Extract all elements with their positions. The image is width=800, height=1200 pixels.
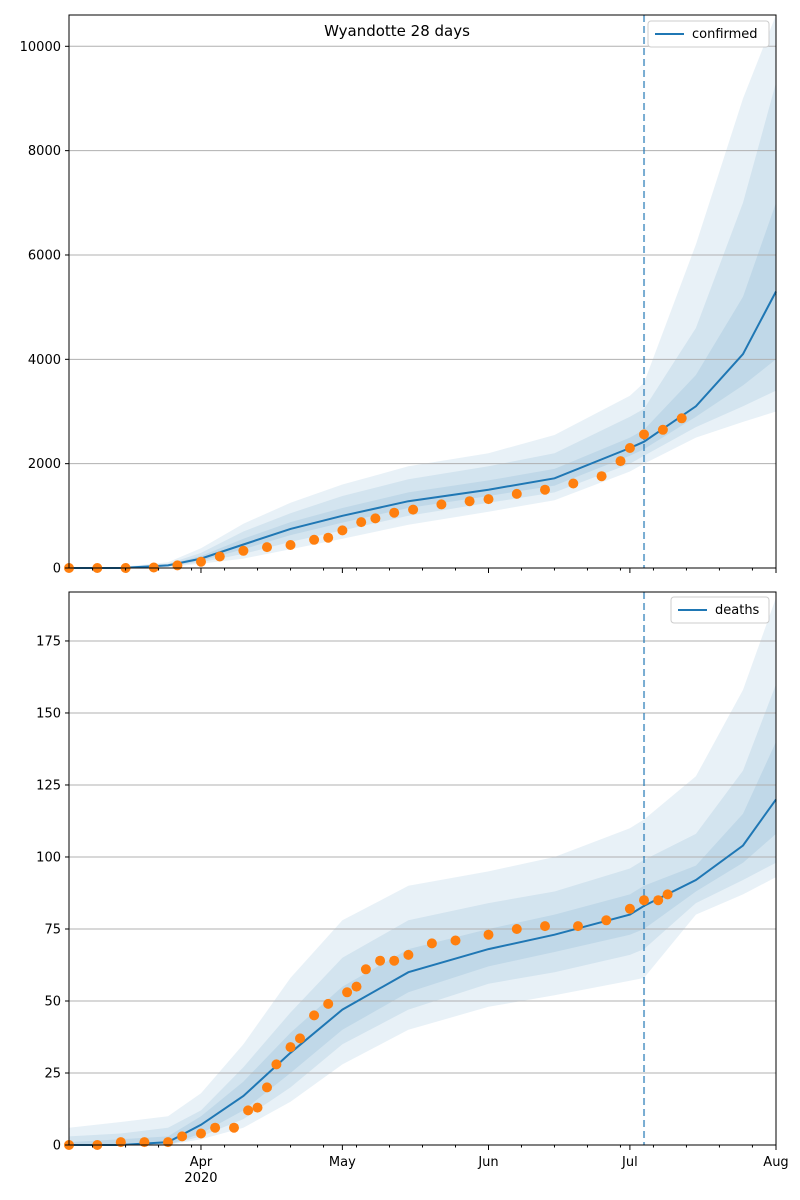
legend-box bbox=[670, 596, 770, 624]
y-tick-label: 150 bbox=[36, 706, 61, 721]
observed-point bbox=[360, 964, 371, 975]
observed-point bbox=[370, 513, 381, 524]
observed-point bbox=[676, 413, 687, 424]
deaths-legend: deaths bbox=[670, 596, 770, 624]
uncertainty-band-0 bbox=[69, 15, 776, 568]
observed-point bbox=[624, 903, 635, 914]
x-year-label: 2020 bbox=[184, 1171, 217, 1186]
observed-point bbox=[483, 929, 494, 940]
legend-label: confirmed bbox=[692, 27, 758, 42]
uncertainty-band-1 bbox=[69, 82, 776, 569]
y-tick-label: 175 bbox=[36, 634, 61, 649]
confirmed-panel: 0 2000 4000 6000 8000 10000 Wyandotte 28 days… bbox=[20, 14, 777, 577]
observed-point bbox=[639, 429, 649, 440]
deaths-gridlines bbox=[69, 640, 776, 1074]
observed-point bbox=[196, 1128, 206, 1139]
observed-point bbox=[337, 525, 348, 536]
observed-point bbox=[573, 921, 583, 932]
observed-point bbox=[483, 494, 494, 505]
y-tick-label: 50 bbox=[44, 994, 61, 1009]
observed-point bbox=[243, 1105, 254, 1116]
uncertainty-band-0 bbox=[69, 597, 776, 1145]
observed-point bbox=[356, 517, 367, 528]
observed-point bbox=[252, 1102, 263, 1113]
observed-point bbox=[436, 499, 447, 510]
uncertainty-band-1 bbox=[69, 684, 776, 1145]
observed-point bbox=[657, 424, 668, 435]
observed-point bbox=[172, 560, 183, 571]
y-tick-label: 25 bbox=[44, 1066, 61, 1081]
observed-point bbox=[196, 556, 206, 567]
observed-point bbox=[115, 1137, 126, 1148]
y-tick-label: 8000 bbox=[28, 144, 61, 159]
x-tick-label: May bbox=[329, 1155, 356, 1170]
y-tick-label: 0 bbox=[53, 562, 61, 577]
observed-point bbox=[285, 540, 296, 550]
observed-point bbox=[285, 1042, 296, 1053]
confirmed-axes: 0 2000 4000 6000 8000 10000 bbox=[20, 14, 777, 577]
y-tick-label: 6000 bbox=[28, 248, 61, 263]
observed-point bbox=[309, 534, 320, 545]
observed-point bbox=[653, 895, 664, 906]
observed-point bbox=[389, 507, 400, 518]
observed-point bbox=[389, 955, 400, 966]
observed-point bbox=[408, 504, 419, 515]
legend-label: deaths bbox=[715, 603, 760, 618]
observed-point bbox=[375, 955, 386, 966]
observed-point bbox=[639, 895, 649, 906]
observed-point bbox=[596, 471, 607, 482]
legend-box bbox=[647, 20, 770, 48]
observed-point bbox=[238, 545, 249, 556]
observed-point bbox=[210, 1122, 221, 1133]
observed-point bbox=[342, 987, 353, 998]
observed-point bbox=[262, 542, 272, 553]
confirmed-uncertainty-bands bbox=[69, 15, 776, 569]
observed-point bbox=[568, 478, 579, 489]
observed-point bbox=[295, 1033, 305, 1044]
observed-point bbox=[511, 488, 522, 499]
observed-point bbox=[323, 998, 334, 1009]
observed-point bbox=[177, 1131, 188, 1142]
x-tick-label: Jun bbox=[477, 1155, 498, 1170]
observed-point bbox=[309, 1010, 320, 1021]
observed-point bbox=[464, 496, 475, 507]
observed-point bbox=[662, 889, 673, 900]
x-tick-label: Aug bbox=[763, 1155, 788, 1170]
x-tick-label: Apr bbox=[190, 1155, 213, 1170]
observed-point bbox=[426, 938, 437, 949]
observed-point bbox=[262, 1082, 272, 1093]
y-tick-label: 10000 bbox=[20, 40, 61, 55]
observed-point bbox=[271, 1059, 282, 1070]
uncertainty-band-2 bbox=[69, 202, 776, 569]
observed-point bbox=[615, 456, 626, 467]
observed-point bbox=[139, 1137, 150, 1148]
observed-point bbox=[540, 921, 550, 932]
observed-point bbox=[601, 915, 612, 926]
y-tick-label: 2000 bbox=[28, 457, 61, 472]
y-tick-label: 4000 bbox=[28, 353, 61, 368]
deaths-uncertainty-bands bbox=[69, 597, 776, 1145]
confirmed-gridlines bbox=[69, 45, 776, 465]
chart-title: Wyandotte 28 days bbox=[324, 22, 470, 40]
y-tick-label: 75 bbox=[44, 922, 61, 937]
observed-point bbox=[229, 1122, 239, 1133]
observed-point bbox=[624, 443, 635, 453]
observed-point bbox=[540, 484, 550, 495]
observed-point bbox=[351, 981, 362, 992]
observed-point bbox=[323, 532, 334, 543]
observed-point bbox=[511, 924, 522, 934]
observed-point bbox=[163, 1137, 173, 1148]
y-tick-label: 0 bbox=[53, 1139, 61, 1154]
y-tick-label: 125 bbox=[36, 778, 61, 793]
y-tick-label: 100 bbox=[36, 850, 61, 865]
observed-point bbox=[214, 551, 225, 562]
observed-point bbox=[403, 949, 414, 960]
x-tick-label: Jul bbox=[621, 1155, 638, 1170]
confirmed-legend: confirmed bbox=[647, 20, 770, 48]
observed-point bbox=[450, 935, 461, 946]
